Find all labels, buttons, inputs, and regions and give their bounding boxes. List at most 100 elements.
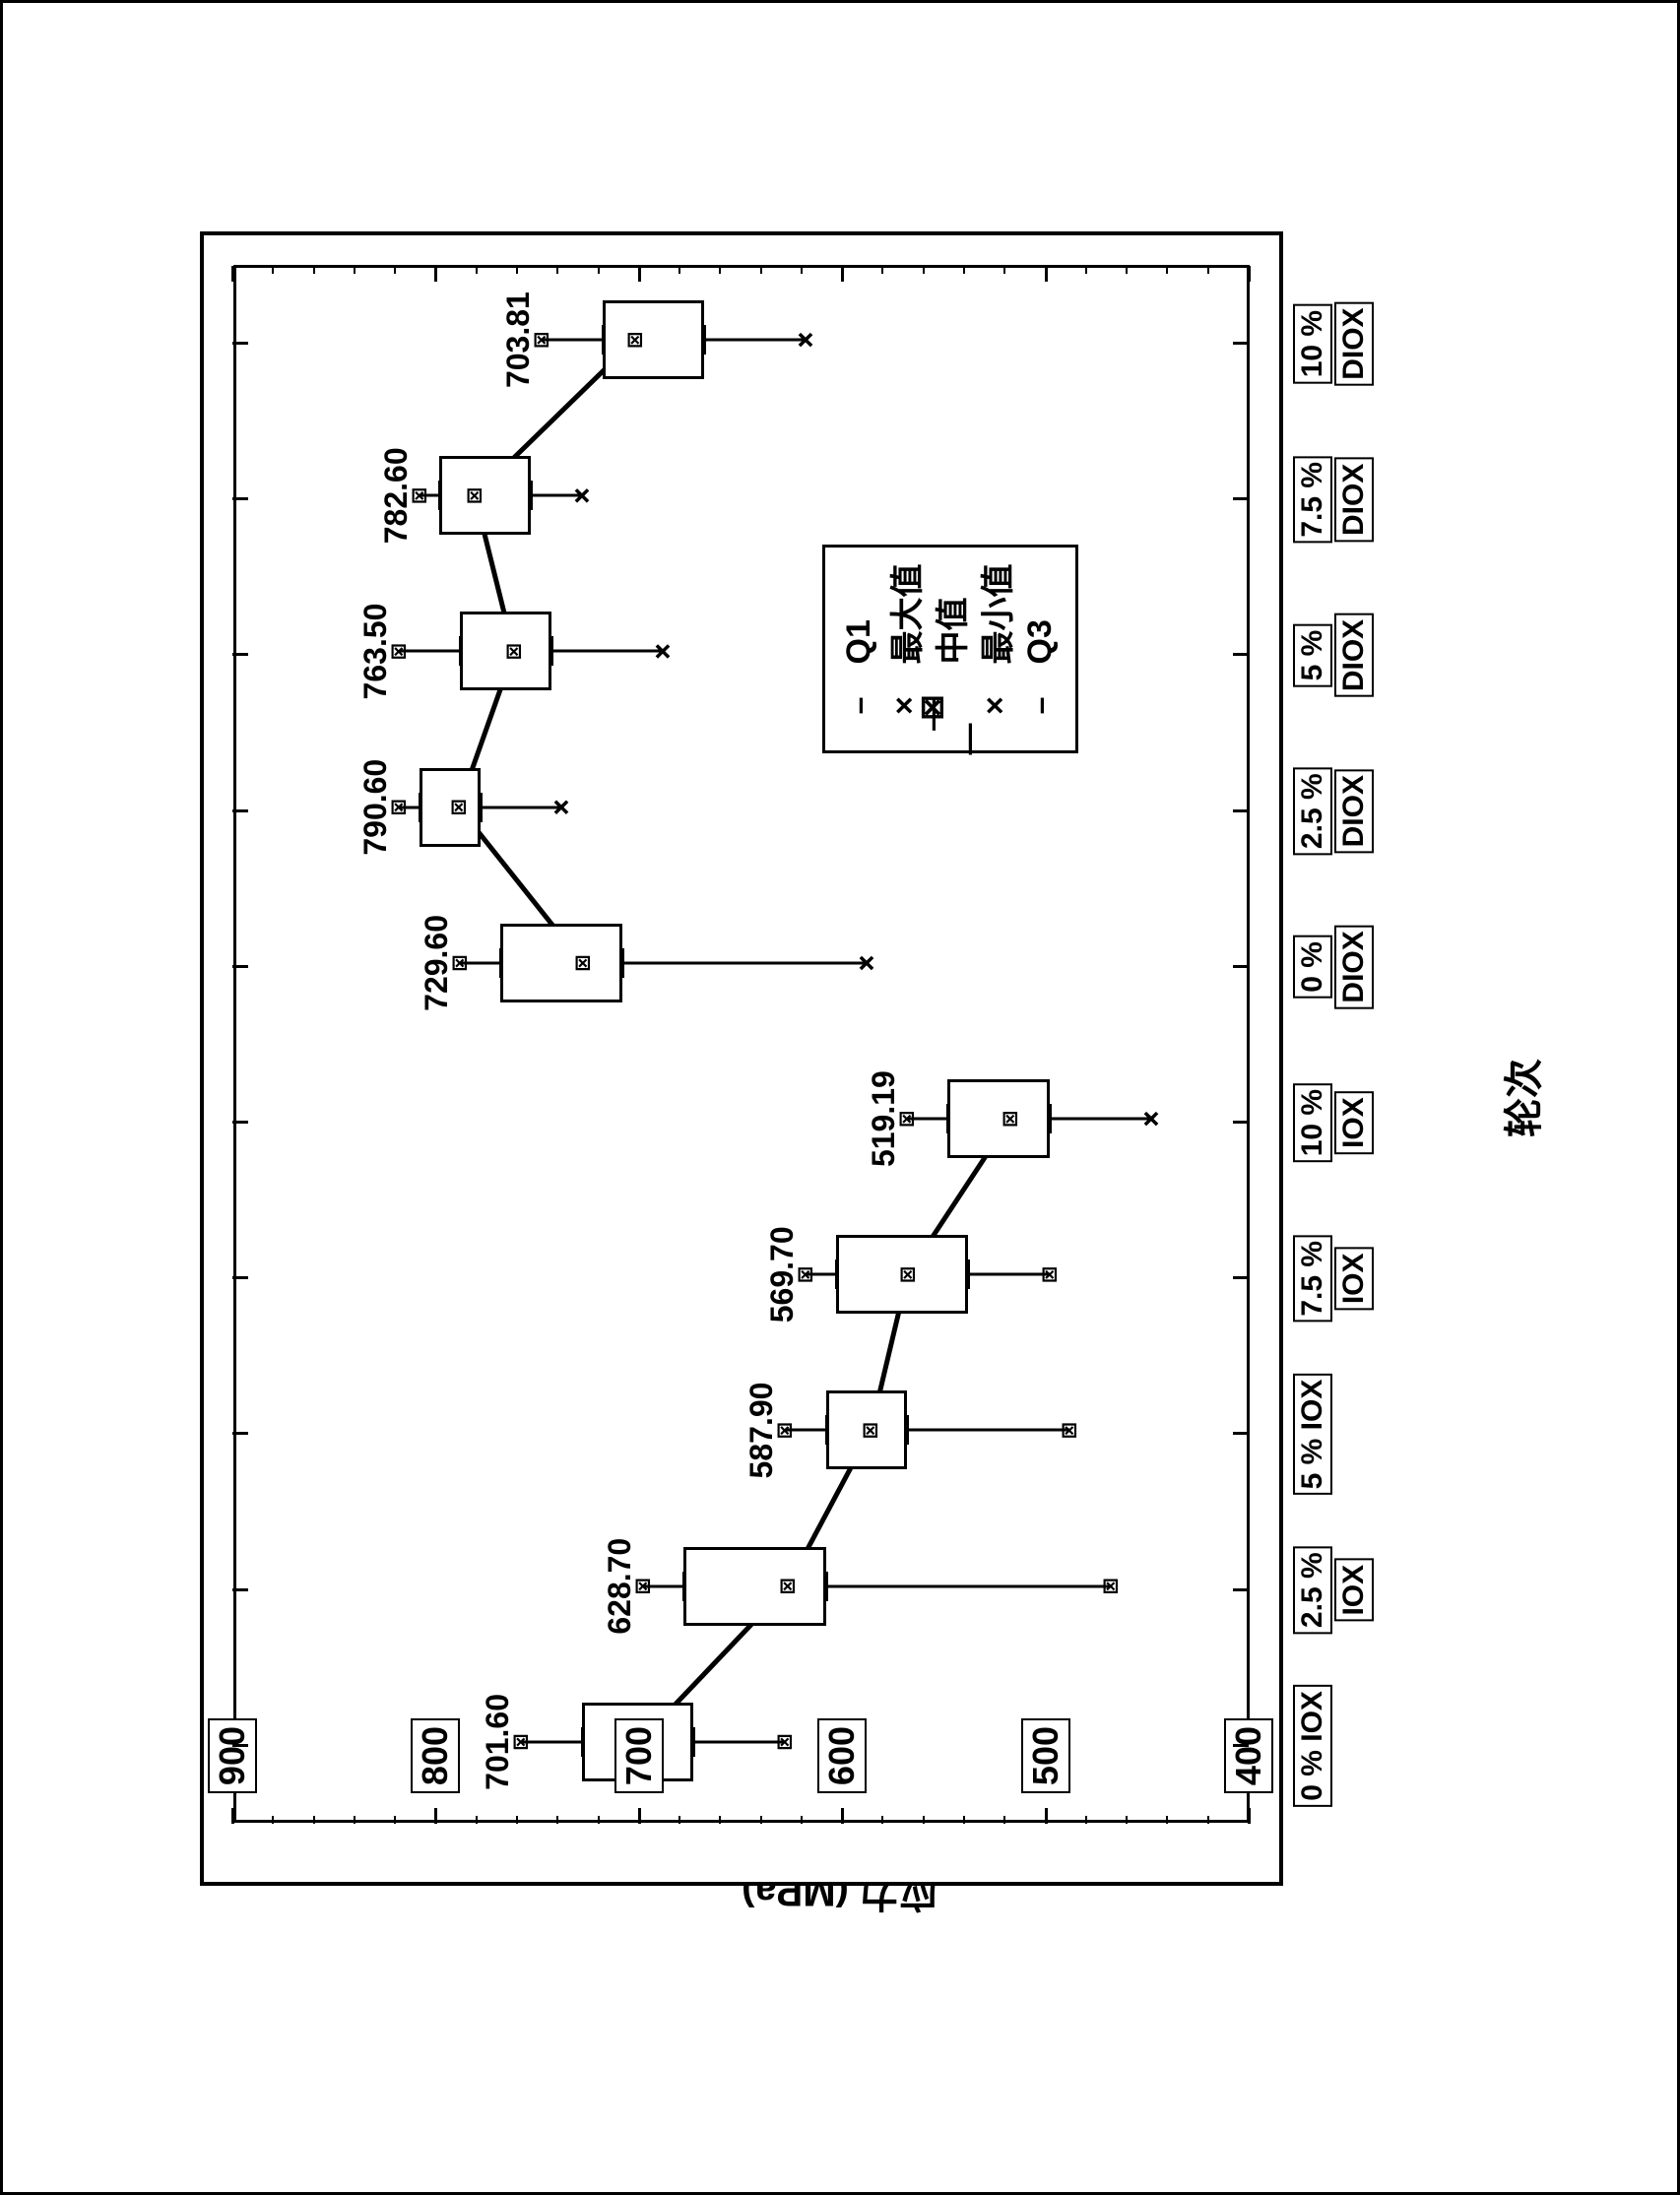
data-label: 782.60 bbox=[378, 447, 415, 544]
legend-symbol: —⊠— bbox=[913, 676, 987, 735]
chart-container: 应力 (MPa) 轮次 ⊠⊠⊠701.60⊠⊠⊠628.70⊠⊠⊠587.90⊠… bbox=[101, 113, 1579, 2083]
x-tick-mark bbox=[1233, 808, 1249, 811]
min-marker: ⊠ bbox=[1096, 1578, 1126, 1593]
y-tick-mark bbox=[841, 266, 844, 282]
x-tick-mark bbox=[1233, 1743, 1249, 1746]
q3-cap bbox=[835, 1259, 838, 1289]
legend-label: 最小值 bbox=[971, 563, 1019, 664]
y-minor-tick bbox=[923, 1816, 925, 1824]
y-minor-tick bbox=[881, 1816, 883, 1824]
y-minor-tick bbox=[476, 1816, 478, 1824]
x-tick-mark bbox=[232, 342, 248, 345]
data-label: 587.90 bbox=[743, 1382, 780, 1478]
min-marker: ⊠ bbox=[770, 1734, 800, 1750]
y-tick-label: 700 bbox=[614, 1718, 664, 1793]
q3-cap bbox=[682, 1571, 685, 1600]
y-minor-tick bbox=[556, 266, 558, 274]
q3-cap bbox=[825, 1415, 828, 1445]
min-marker: ⊠ bbox=[1035, 1266, 1065, 1282]
y-tick-mark bbox=[638, 266, 641, 282]
q3-cap bbox=[499, 947, 502, 977]
y-tick-label: 800 bbox=[411, 1718, 460, 1793]
legend-item: –Q3 bbox=[1018, 563, 1064, 735]
q3-cap bbox=[438, 481, 441, 510]
x-tick-mark bbox=[1233, 1121, 1249, 1124]
y-minor-tick bbox=[1085, 1816, 1087, 1824]
x-tick-label: 0 %DIOX bbox=[1293, 925, 1376, 1008]
y-minor-tick bbox=[1166, 1816, 1168, 1824]
median-marker: ⊠ bbox=[773, 1578, 803, 1593]
x-tick-mark bbox=[232, 1587, 248, 1590]
y-minor-tick bbox=[1207, 1816, 1209, 1824]
q1-cap bbox=[480, 792, 483, 821]
y-minor-tick bbox=[516, 266, 518, 274]
q1-cap bbox=[825, 1571, 828, 1600]
y-minor-tick bbox=[1126, 1816, 1128, 1824]
q3-cap bbox=[581, 1726, 584, 1756]
q1-cap bbox=[1049, 1104, 1052, 1133]
x-tick-label: 7.5 %IOX bbox=[1293, 1234, 1376, 1322]
y-tick-mark bbox=[231, 1808, 234, 1824]
y-minor-tick bbox=[923, 266, 925, 274]
y-minor-tick bbox=[1003, 266, 1005, 274]
y-minor-tick bbox=[272, 1816, 274, 1824]
x-tick-label: 0 % IOX bbox=[1293, 1685, 1334, 1807]
q1-cap bbox=[692, 1726, 695, 1756]
y-minor-tick bbox=[354, 1816, 355, 1824]
y-minor-tick bbox=[1207, 266, 1209, 274]
data-label: 729.60 bbox=[419, 914, 455, 1010]
median-marker: ⊠ bbox=[893, 1266, 923, 1282]
y-tick-label: 400 bbox=[1224, 1718, 1273, 1793]
y-minor-tick bbox=[598, 1816, 600, 1824]
y-tick-mark bbox=[1045, 266, 1048, 282]
q1-cap bbox=[703, 325, 706, 355]
y-tick-mark bbox=[1045, 1808, 1048, 1824]
y-tick-label: 900 bbox=[208, 1718, 257, 1793]
x-tick-mark bbox=[1233, 342, 1249, 345]
min-marker: × bbox=[545, 798, 579, 815]
x-tick-mark bbox=[1233, 964, 1249, 967]
y-tick-mark bbox=[1248, 266, 1251, 282]
median-marker: ⊠ bbox=[444, 799, 474, 814]
y-minor-tick bbox=[1166, 266, 1168, 274]
y-minor-tick bbox=[963, 266, 965, 274]
legend-item: × 最小值 bbox=[973, 563, 1018, 735]
q3-cap bbox=[459, 636, 462, 666]
y-minor-tick bbox=[394, 1816, 396, 1824]
plot-outer-border: ⊠⊠⊠701.60⊠⊠⊠628.70⊠⊠⊠587.90⊠⊠⊠569.70⊠⊠×5… bbox=[200, 231, 1283, 1886]
x-tick-mark bbox=[232, 1121, 248, 1124]
legend-symbol: – bbox=[841, 676, 877, 735]
data-label: 701.60 bbox=[480, 1693, 516, 1789]
x-tick-mark bbox=[232, 497, 248, 500]
y-minor-tick bbox=[760, 1816, 762, 1824]
x-tick-mark bbox=[1233, 1276, 1249, 1279]
x-tick-mark bbox=[1233, 653, 1249, 656]
legend-symbol: × bbox=[977, 676, 1013, 735]
y-minor-tick bbox=[1003, 1816, 1005, 1824]
data-label: 569.70 bbox=[764, 1226, 801, 1323]
x-tick-label: 10 %IOX bbox=[1293, 1082, 1376, 1161]
y-minor-tick bbox=[598, 266, 600, 274]
legend-label: Q1 bbox=[840, 619, 878, 664]
y-minor-tick bbox=[963, 1816, 965, 1824]
y-minor-tick bbox=[1085, 266, 1087, 274]
x-tick-mark bbox=[232, 1276, 248, 1279]
x-tick-mark bbox=[232, 1432, 248, 1435]
x-tick-label: 10 %DIOX bbox=[1293, 301, 1376, 385]
q1-cap bbox=[621, 947, 624, 977]
legend-symbol: – bbox=[1022, 676, 1059, 735]
q3-cap bbox=[419, 792, 421, 821]
y-tick-label: 600 bbox=[817, 1718, 867, 1793]
x-tick-label: 7.5 %DIOX bbox=[1293, 455, 1376, 543]
x-tick-label: 5 % IOX bbox=[1293, 1373, 1334, 1495]
x-tick-label: 2.5 %DIOX bbox=[1293, 767, 1376, 855]
iqr-box bbox=[683, 1546, 825, 1625]
y-minor-tick bbox=[801, 1816, 803, 1824]
x-tick-mark bbox=[1233, 497, 1249, 500]
min-marker: × bbox=[1133, 1110, 1168, 1128]
y-minor-tick bbox=[719, 266, 721, 274]
legend-item: – Q1 bbox=[837, 563, 882, 735]
min-marker: ⊠ bbox=[1055, 1422, 1084, 1438]
y-tick-mark bbox=[1248, 1808, 1251, 1824]
legend: –Q1×最大值—⊠—中值×最小值–Q3 bbox=[822, 545, 1078, 753]
